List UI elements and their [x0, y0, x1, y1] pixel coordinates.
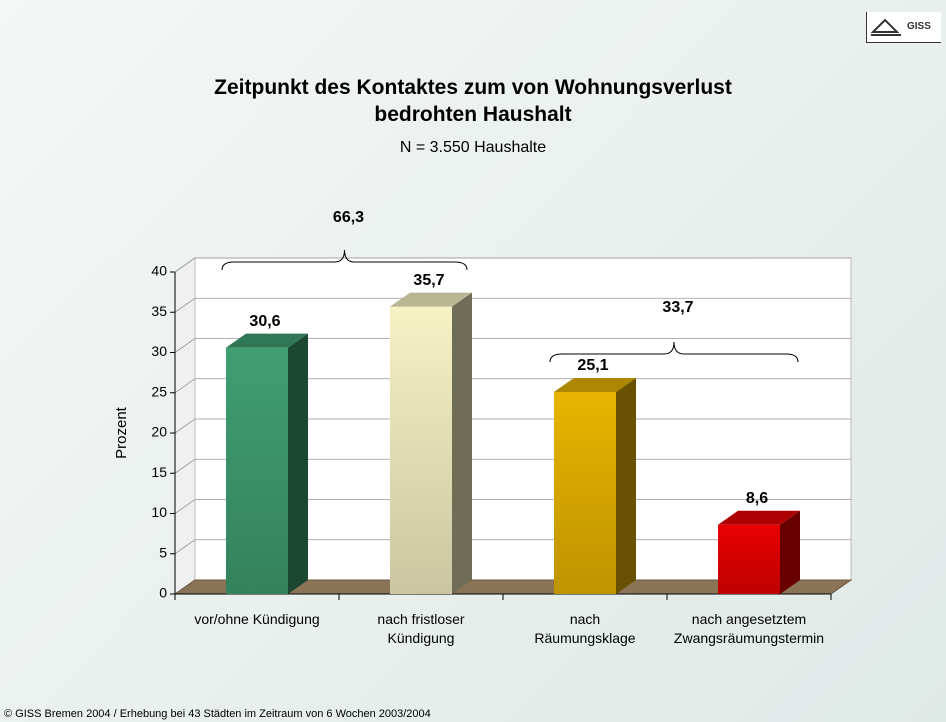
value-label: 8,6: [746, 490, 768, 507]
bar-top: [718, 510, 800, 525]
y-axis-label: Prozent: [113, 406, 130, 459]
annotation: 33,7: [662, 299, 693, 316]
grid-line: [174, 257, 196, 273]
bar-side: [780, 510, 800, 594]
bar-side: [288, 333, 308, 594]
bar-side: [452, 292, 472, 594]
grid-line: [174, 499, 196, 514]
y-tick-label: 10: [151, 504, 167, 520]
grid-line: [174, 297, 196, 313]
value-label: 30,6: [249, 313, 280, 330]
y-tick-label: 35: [151, 303, 167, 319]
brace: [549, 341, 799, 363]
x-tick-label: nach fristloser Kündigung: [377, 611, 465, 646]
footer: © GISS Bremen 2004 / Erhebung bei 43 Stä…: [4, 708, 431, 720]
annotation: 66,3: [333, 209, 364, 226]
x-tick-label: vor/ohne Kündigung: [194, 611, 320, 627]
bar-front: [718, 524, 780, 594]
y-tick-label: 5: [159, 544, 167, 560]
grid-line: [174, 378, 196, 394]
value-label: 25,1: [577, 357, 608, 374]
logo-text: GISS: [907, 21, 931, 32]
y-tick-label: 20: [151, 424, 167, 440]
grid-line: [174, 539, 196, 555]
logo: GISS: [866, 12, 941, 43]
grid-line: [174, 458, 196, 474]
value-label: 35,7: [413, 272, 444, 289]
y-tick-label: 0: [159, 585, 167, 601]
brace: [221, 249, 468, 271]
y-tick-label: 15: [151, 464, 167, 480]
y-tick-label: 25: [151, 383, 167, 399]
grid-line: [174, 418, 196, 434]
x-tick-label: nach angesetztem Zwangsräumungstermin: [673, 611, 825, 646]
grid-line: [174, 338, 196, 353]
chart-subtitle: N = 3.550 Haushalte: [399, 139, 547, 156]
y-tick-label: 30: [151, 343, 167, 359]
chart-title: Zeitpunkt des Kontaktes zum von Wohnungs…: [214, 76, 732, 126]
y-tick-label: 40: [151, 263, 167, 279]
bar-front: [226, 347, 288, 594]
bar-side: [616, 377, 636, 594]
x-tick-label: nach Räumungsklage: [534, 611, 636, 646]
bar-top: [390, 292, 472, 307]
bar-top: [554, 377, 636, 392]
bar-front: [554, 391, 616, 594]
logo-icon: [870, 18, 901, 36]
bar-front: [390, 306, 452, 594]
bar-top: [226, 333, 308, 348]
